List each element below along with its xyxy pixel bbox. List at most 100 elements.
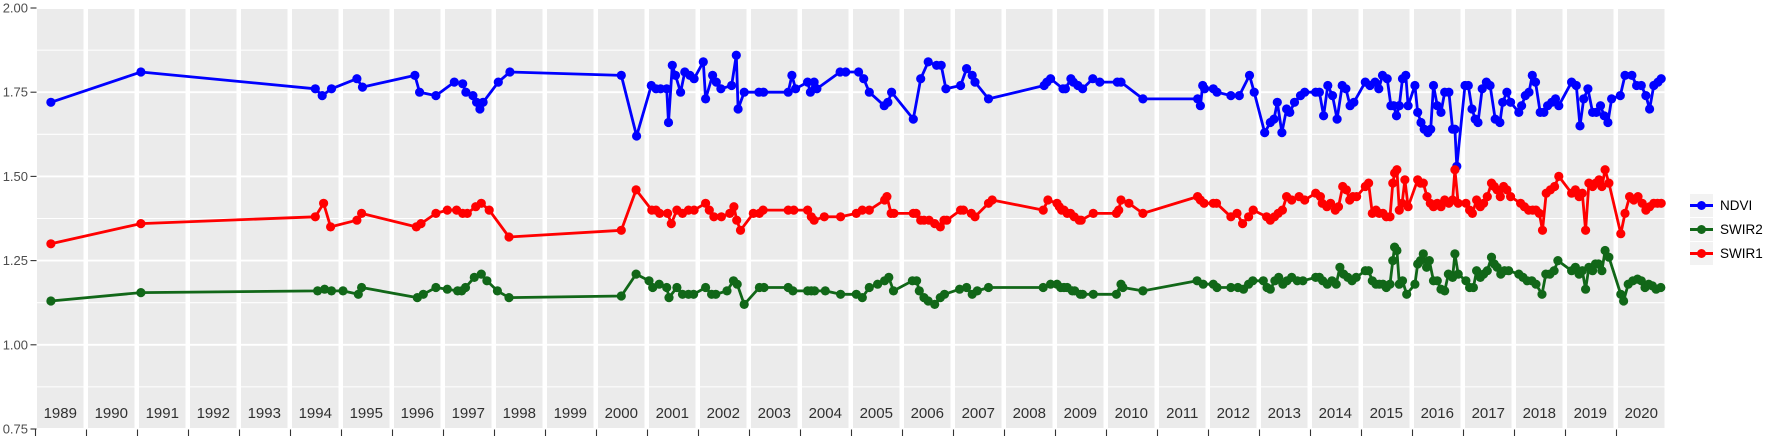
data-point <box>732 279 742 289</box>
data-point <box>1450 165 1460 175</box>
data-point <box>46 97 56 107</box>
data-point <box>1550 181 1560 192</box>
year-label: 2013 <box>1268 405 1301 422</box>
year-label: 1992 <box>197 405 230 422</box>
data-point <box>1502 87 1512 97</box>
data-point <box>958 205 969 215</box>
data-point <box>357 282 367 293</box>
data-point <box>1244 70 1255 80</box>
data-point <box>1413 107 1423 117</box>
data-point <box>733 104 743 114</box>
data-point <box>1403 101 1413 111</box>
data-point <box>357 82 368 92</box>
data-point <box>1391 111 1402 121</box>
data-point <box>1078 289 1088 299</box>
data-point <box>418 289 428 299</box>
data-point <box>431 282 441 293</box>
data-point <box>1600 245 1610 256</box>
year-label: 2008 <box>1013 405 1046 422</box>
data-point <box>914 286 924 296</box>
data-point <box>482 276 492 286</box>
data-point <box>809 215 819 225</box>
data-point <box>1581 225 1591 235</box>
data-point <box>1088 289 1098 299</box>
data-point <box>1426 124 1436 134</box>
data-point <box>1571 80 1581 91</box>
data-point <box>1285 107 1295 117</box>
data-point <box>461 87 471 97</box>
data-point <box>1195 101 1205 111</box>
data-point <box>1591 107 1601 117</box>
data-point <box>836 212 846 222</box>
data-point <box>616 291 626 301</box>
data-point <box>1615 91 1625 101</box>
data-point <box>1352 192 1362 202</box>
data-point <box>1436 202 1446 212</box>
data-point <box>410 70 420 80</box>
data-point <box>1600 165 1610 175</box>
data-point <box>812 84 822 94</box>
data-point <box>1212 87 1222 97</box>
data-point <box>1641 91 1651 101</box>
data-point <box>431 91 441 101</box>
data-point <box>1046 74 1056 84</box>
data-point <box>1410 279 1420 289</box>
data-point <box>1388 178 1398 188</box>
data-point <box>1656 74 1666 84</box>
data-point <box>1341 84 1351 94</box>
data-point <box>1394 101 1404 111</box>
data-point <box>476 198 486 208</box>
data-point <box>962 64 972 74</box>
data-point <box>431 208 441 218</box>
data-point <box>1636 276 1646 286</box>
data-point <box>1114 205 1124 215</box>
data-point <box>689 205 699 215</box>
data-point <box>1537 289 1547 299</box>
data-point <box>1537 225 1548 235</box>
data-point <box>326 286 337 296</box>
data-point <box>1473 117 1483 128</box>
year-label: 2015 <box>1370 405 1403 422</box>
year-label: 2004 <box>809 405 842 422</box>
legend-point-glyph <box>1697 249 1706 258</box>
data-point <box>449 77 459 87</box>
data-point <box>735 225 746 235</box>
data-point <box>662 84 672 94</box>
data-point <box>1479 198 1489 208</box>
data-point <box>1298 276 1308 286</box>
data-point <box>352 74 362 84</box>
data-point <box>987 195 997 205</box>
data-point <box>310 212 320 222</box>
data-point <box>667 60 677 70</box>
data-point <box>1637 198 1647 208</box>
gridlines <box>37 7 1665 430</box>
data-point <box>1088 208 1098 218</box>
data-point <box>1453 198 1463 208</box>
data-point <box>460 282 471 293</box>
data-point <box>1138 208 1148 218</box>
data-point <box>689 74 699 84</box>
data-point <box>1432 276 1442 286</box>
data-point <box>1633 192 1643 202</box>
data-point <box>888 286 899 296</box>
data-point <box>1118 282 1128 293</box>
data-point <box>1300 87 1310 97</box>
data-point <box>1289 97 1300 107</box>
year-label: 2005 <box>860 405 893 422</box>
data-point <box>1333 202 1344 212</box>
year-label: 2016 <box>1421 405 1454 422</box>
data-point <box>504 232 514 242</box>
data-point <box>1597 181 1607 192</box>
year-label: 2009 <box>1064 405 1097 422</box>
year-label: 2014 <box>1319 405 1352 422</box>
data-point <box>1577 188 1587 198</box>
data-point <box>970 77 980 87</box>
data-point <box>317 91 327 101</box>
data-point <box>791 84 801 94</box>
y-tick-label: 1.50 <box>3 169 28 184</box>
data-point <box>468 91 478 101</box>
year-label: 1994 <box>299 405 332 422</box>
year-label: 2010 <box>1115 405 1148 422</box>
data-point <box>1553 256 1563 266</box>
